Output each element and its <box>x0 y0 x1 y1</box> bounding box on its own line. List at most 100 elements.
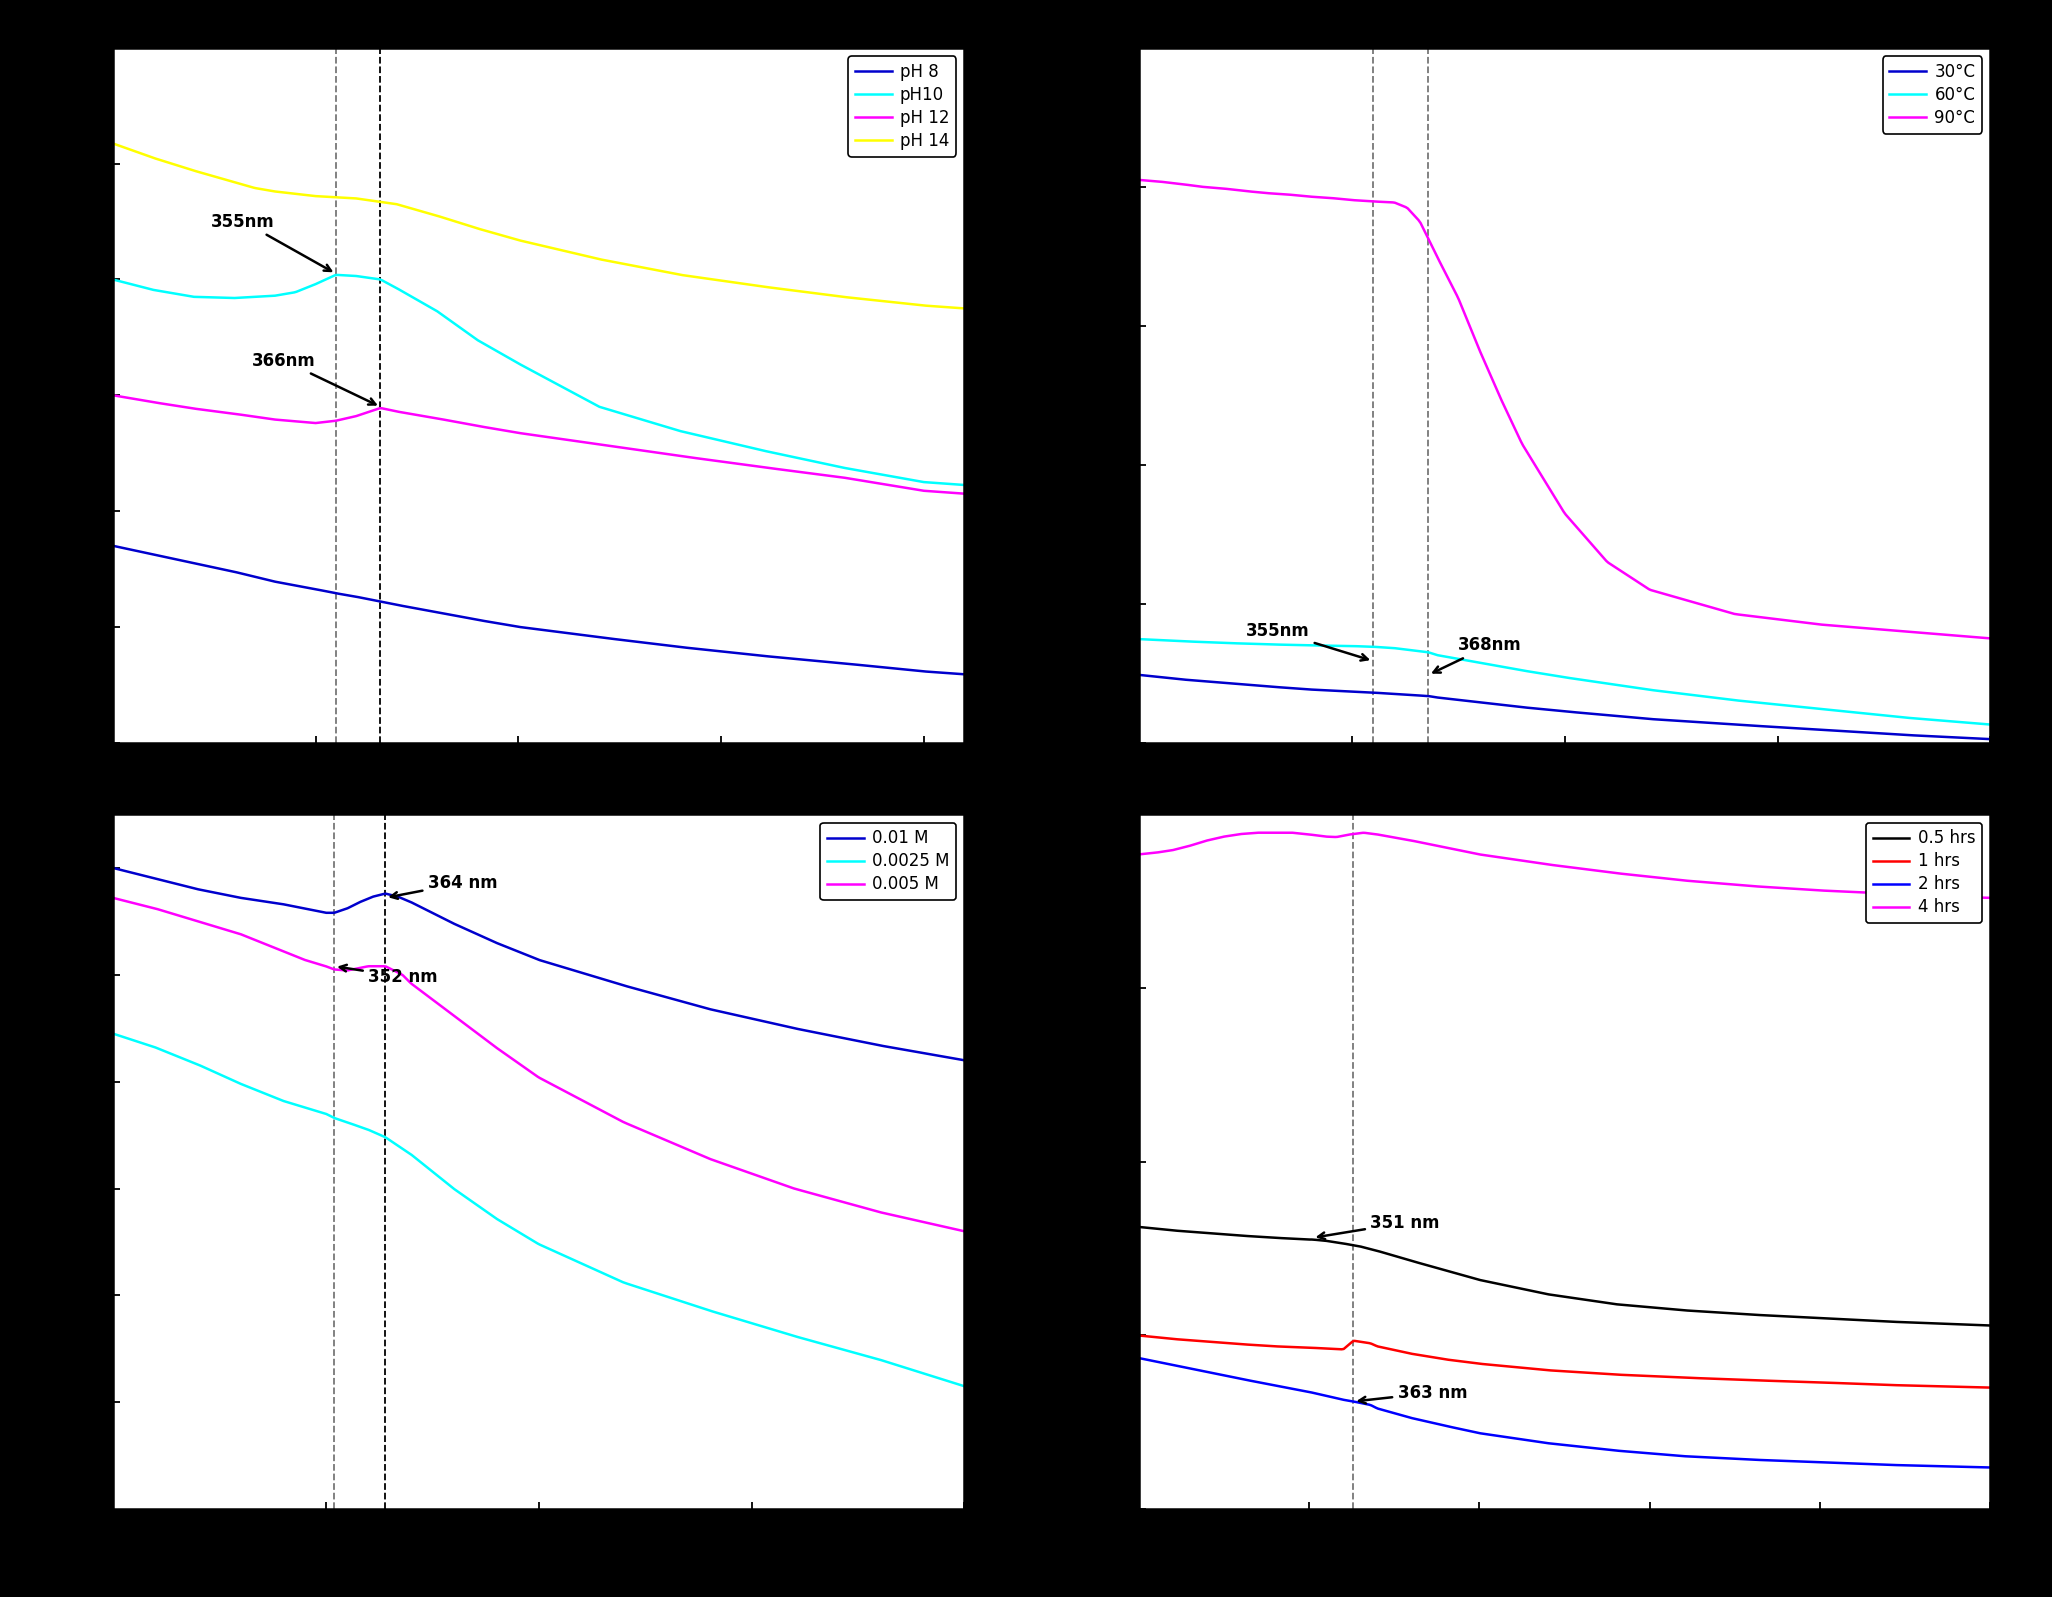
2 hrs <box>1127 1348 1151 1367</box>
X-axis label: Wavelength (nm): Wavelength (nm) <box>443 771 634 791</box>
90°C <box>1746 607 1771 626</box>
0.0025 M <box>437 1177 462 1196</box>
0.01 M <box>437 912 462 931</box>
0.0025 M <box>636 1281 661 1300</box>
pH 12 <box>437 410 462 430</box>
0.5 hrs <box>1463 1270 1488 1289</box>
Line: 0.5 hrs: 0.5 hrs <box>1139 1226 1990 1326</box>
0.5 hrs <box>1127 1217 1151 1236</box>
Text: D: D <box>1055 773 1079 802</box>
2 hrs <box>1662 1445 1687 1464</box>
Line: 0.005 M: 0.005 M <box>113 898 964 1231</box>
pH 14 <box>636 259 661 278</box>
60°C <box>1229 634 1254 653</box>
Line: pH10: pH10 <box>113 275 964 485</box>
30°C <box>1229 674 1254 693</box>
0.005 M <box>437 1003 462 1022</box>
pH 12 <box>378 401 402 420</box>
Text: C: C <box>27 773 49 802</box>
0.01 M <box>378 885 402 904</box>
Y-axis label: Abs.: Abs. <box>57 1139 76 1185</box>
pH10 <box>324 265 349 284</box>
pH 8 <box>203 557 228 577</box>
2 hrs <box>1742 1450 1767 1469</box>
Y-axis label: Abs.: Abs. <box>1083 1139 1102 1185</box>
60°C <box>1404 642 1428 661</box>
60°C <box>1463 653 1488 672</box>
Text: 368nm: 368nm <box>1434 636 1523 672</box>
pH10 <box>101 270 125 289</box>
Line: 30°C: 30°C <box>1139 676 1990 739</box>
1 hrs <box>1463 1354 1488 1373</box>
30°C <box>1662 711 1687 730</box>
pH 8 <box>378 594 402 613</box>
4 hrs <box>1127 845 1151 864</box>
pH 8 <box>952 664 977 684</box>
pH 14 <box>720 273 745 292</box>
1 hrs <box>1746 1370 1771 1389</box>
4 hrs <box>1748 877 1773 896</box>
pH 14 <box>437 211 462 230</box>
1 hrs <box>1229 1335 1254 1354</box>
0.0025 M <box>378 1131 402 1150</box>
Line: 1 hrs: 1 hrs <box>1139 1335 1990 1388</box>
X-axis label: Wavelength (nm): Wavelength (nm) <box>1469 771 1660 791</box>
30°C <box>1127 666 1151 685</box>
pH10 <box>638 412 663 431</box>
4 hrs <box>1229 824 1254 843</box>
pH 14 <box>203 168 228 187</box>
Line: pH 12: pH 12 <box>113 394 964 493</box>
Legend: pH 8, pH10, pH 12, pH 14: pH 8, pH10, pH 12, pH 14 <box>847 56 956 157</box>
X-axis label: Wavelength (nm): Wavelength (nm) <box>1469 1538 1660 1557</box>
0.5 hrs <box>1742 1305 1767 1324</box>
Y-axis label: Abs.: Abs. <box>57 372 76 418</box>
pH 14 <box>716 271 741 291</box>
90°C <box>1742 607 1767 626</box>
60°C <box>1662 684 1687 703</box>
0.01 M <box>952 1051 977 1070</box>
Line: pH 14: pH 14 <box>113 144 964 308</box>
Line: 0.0025 M: 0.0025 M <box>113 1033 964 1386</box>
pH 12 <box>636 442 661 462</box>
1 hrs <box>1127 1326 1151 1345</box>
0.0025 M <box>720 1308 745 1327</box>
Text: B: B <box>1055 6 1077 35</box>
30°C <box>1978 730 2003 749</box>
Line: 4 hrs: 4 hrs <box>1139 832 1990 898</box>
4 hrs <box>1406 832 1430 851</box>
4 hrs <box>1664 870 1689 890</box>
pH10 <box>952 476 977 495</box>
0.005 M <box>716 1156 741 1175</box>
1 hrs <box>1404 1345 1428 1364</box>
2 hrs <box>1978 1458 2003 1477</box>
90°C <box>1404 208 1428 227</box>
0.5 hrs <box>1229 1226 1254 1246</box>
Text: 355nm: 355nm <box>1246 623 1369 661</box>
X-axis label: Wavelength (nm): Wavelength (nm) <box>443 1538 634 1557</box>
90°C <box>1662 588 1687 607</box>
30°C <box>1742 715 1767 735</box>
1 hrs <box>1742 1370 1767 1389</box>
pH 12 <box>952 484 977 503</box>
Text: 352 nm: 352 nm <box>341 965 437 985</box>
pH 12 <box>101 385 125 404</box>
4 hrs <box>1465 845 1490 864</box>
0.005 M <box>952 1222 977 1241</box>
0.01 M <box>101 858 125 877</box>
0.01 M <box>720 1005 745 1024</box>
Text: 364 nm: 364 nm <box>390 874 497 899</box>
0.0025 M <box>716 1306 741 1326</box>
0.01 M <box>716 1003 741 1022</box>
60°C <box>1746 693 1771 712</box>
2 hrs <box>1229 1369 1254 1388</box>
Legend: 30°C, 60°C, 90°C: 30°C, 60°C, 90°C <box>1884 56 1982 134</box>
Line: 2 hrs: 2 hrs <box>1139 1357 1990 1468</box>
1 hrs <box>1662 1367 1687 1386</box>
pH 8 <box>636 634 661 653</box>
pH 8 <box>720 644 745 663</box>
0.005 M <box>101 888 125 907</box>
Line: 0.01 M: 0.01 M <box>113 867 964 1060</box>
0.005 M <box>378 960 402 979</box>
pH10 <box>718 433 743 452</box>
60°C <box>1127 629 1151 648</box>
